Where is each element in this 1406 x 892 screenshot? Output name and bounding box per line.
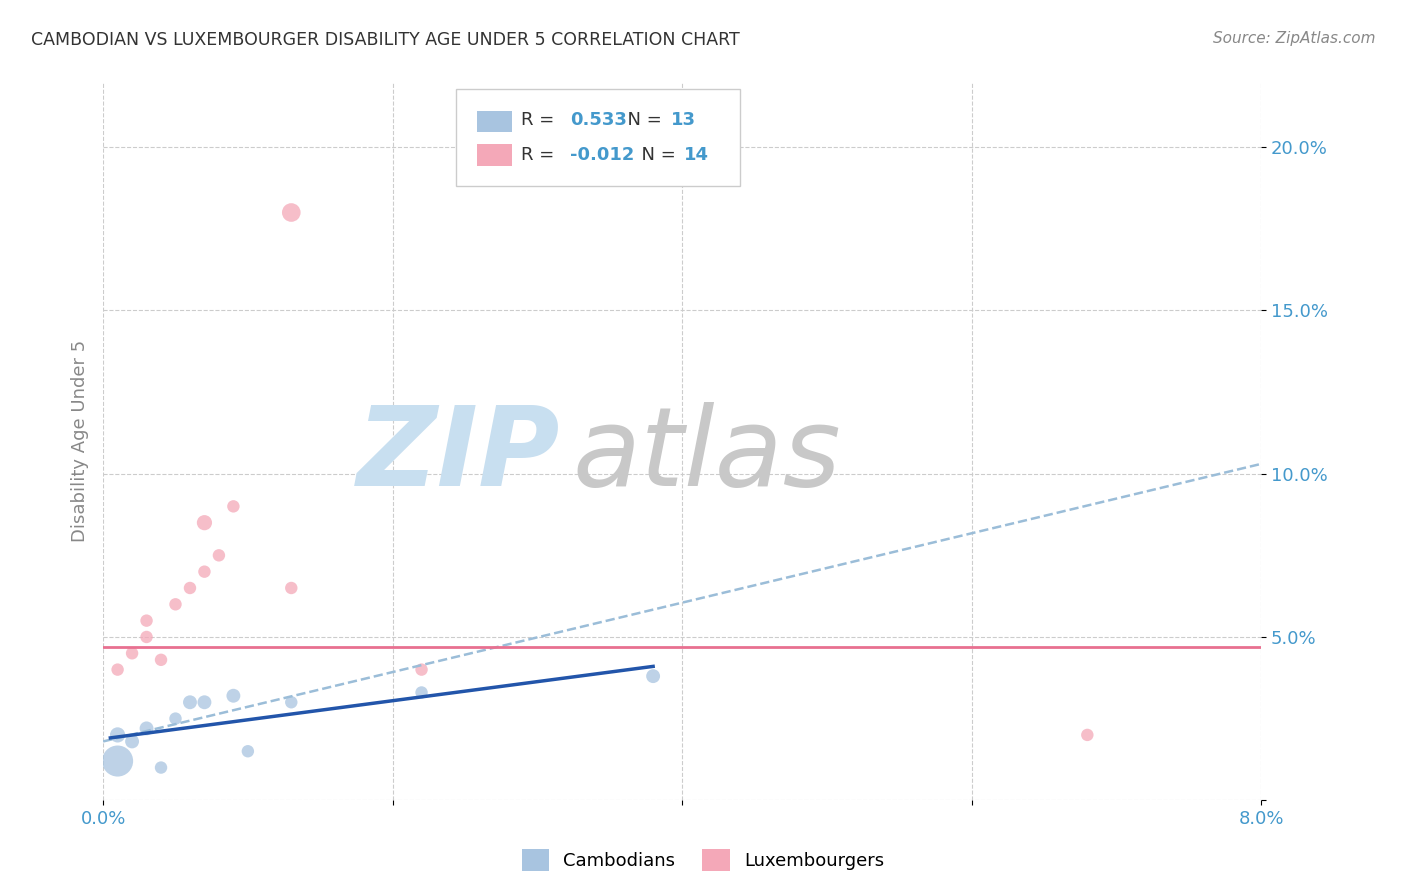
Text: Source: ZipAtlas.com: Source: ZipAtlas.com (1212, 31, 1375, 46)
FancyBboxPatch shape (477, 145, 512, 166)
Point (135, 722, 157, 736)
Text: R =: R = (522, 111, 560, 129)
Point (280, 695, 302, 709)
Text: 13: 13 (671, 111, 696, 129)
Point (107, 728, 129, 742)
Legend: Cambodians, Luxembourgers: Cambodians, Luxembourgers (515, 842, 891, 879)
Text: CAMBODIAN VS LUXEMBOURGER DISABILITY AGE UNDER 5 CORRELATION CHART: CAMBODIAN VS LUXEMBOURGER DISABILITY AGE… (31, 31, 740, 49)
Y-axis label: Disability Age Under 5: Disability Age Under 5 (72, 340, 89, 542)
Point (208, 549, 231, 563)
Point (121, 646, 143, 660)
Point (411, 663, 433, 677)
Point (222, 689, 245, 703)
Text: 14: 14 (685, 146, 710, 164)
Point (121, 734, 143, 748)
Point (193, 516, 215, 530)
Text: ZIP: ZIP (357, 402, 561, 509)
Point (179, 581, 201, 595)
Point (280, 205, 302, 219)
Text: R =: R = (522, 146, 560, 164)
Point (165, 597, 187, 611)
Point (135, 614, 157, 628)
Point (222, 500, 245, 514)
Point (107, 663, 129, 677)
Text: atlas: atlas (572, 402, 841, 509)
Point (135, 630, 157, 644)
Text: -0.012: -0.012 (569, 146, 634, 164)
Point (150, 653, 173, 667)
FancyBboxPatch shape (477, 111, 512, 132)
Point (1076, 728, 1098, 742)
Point (280, 581, 302, 595)
FancyBboxPatch shape (457, 89, 740, 186)
Point (643, 669, 665, 683)
Text: N =: N = (616, 111, 668, 129)
Point (179, 695, 201, 709)
Point (193, 695, 215, 709)
Point (411, 685, 433, 699)
Point (165, 712, 187, 726)
Point (193, 565, 215, 579)
Point (236, 744, 259, 758)
Text: 0.533: 0.533 (569, 111, 627, 129)
Point (150, 761, 173, 775)
Point (107, 754, 129, 768)
Text: N =: N = (630, 146, 682, 164)
